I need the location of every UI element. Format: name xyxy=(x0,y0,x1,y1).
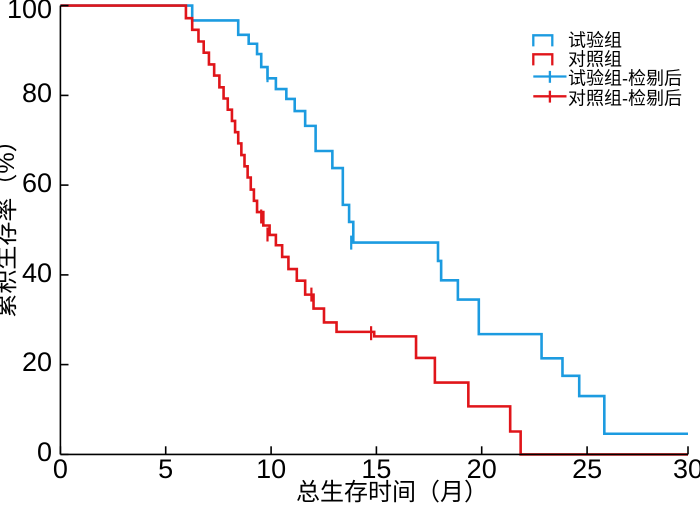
svg-text:10: 10 xyxy=(256,454,286,484)
svg-text:0: 0 xyxy=(53,454,68,484)
svg-text:对照组: 对照组 xyxy=(568,50,622,70)
svg-text:80: 80 xyxy=(22,78,52,108)
svg-text:20: 20 xyxy=(22,347,52,377)
svg-text:累积生存率（%）: 累积生存率（%） xyxy=(0,128,20,317)
svg-text:40: 40 xyxy=(22,258,52,288)
svg-text:5: 5 xyxy=(158,454,173,484)
svg-text:总生存时间（月）: 总生存时间（月） xyxy=(296,479,488,505)
svg-text:试验组-检剔后: 试验组-检剔后 xyxy=(568,69,682,89)
svg-text:30: 30 xyxy=(673,454,700,484)
svg-text:100: 100 xyxy=(7,0,52,24)
svg-text:0: 0 xyxy=(37,437,52,467)
svg-text:25: 25 xyxy=(572,454,602,484)
svg-text:试验组: 试验组 xyxy=(568,31,622,51)
svg-text:对照组-检剔后: 对照组-检剔后 xyxy=(568,88,682,108)
svg-text:60: 60 xyxy=(22,168,52,198)
